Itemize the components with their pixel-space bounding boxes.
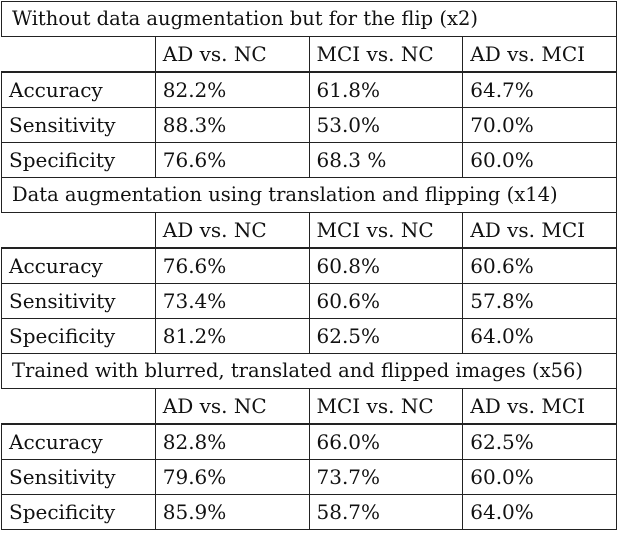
table-row: Specificity 85.9% 58.7% 64.0% (1, 494, 617, 530)
empty-header-cell (1, 36, 156, 72)
column-header: MCI vs. NC (309, 36, 464, 72)
table-cell: 76.6% (154, 142, 310, 178)
row-label: Specificity (1, 142, 156, 178)
table-cell: 64.0% (462, 318, 617, 354)
table-cell: 62.5% (309, 318, 464, 354)
row-label: Sensitivity (1, 107, 156, 143)
row-label: Sensitivity (1, 459, 156, 495)
table-row: Specificity 81.2% 62.5% 64.0% (1, 318, 617, 354)
table-row: Accuracy 76.6% 60.8% 60.6% (1, 247, 617, 284)
table-cell: 88.3% (154, 107, 310, 143)
table-cell: 53.0% (309, 107, 464, 143)
table-cell: 60.0% (462, 459, 617, 495)
table-row: Sensitivity 79.6% 73.7% 60.0% (1, 459, 617, 495)
table-cell: 73.4% (154, 283, 310, 319)
empty-header-cell (1, 388, 156, 424)
table-row: Accuracy 82.8% 66.0% 62.5% (1, 423, 617, 460)
section-title-row: Data augmentation using translation and … (1, 177, 617, 213)
table-cell: 62.5% (462, 423, 617, 460)
table-cell: 82.8% (154, 423, 310, 460)
table-cell: 60.6% (462, 247, 617, 284)
table-row: Accuracy 82.2% 61.8% 64.7% (1, 71, 617, 108)
table-cell: 64.7% (462, 71, 617, 108)
column-header: AD vs. NC (154, 36, 310, 72)
table-cell: 66.0% (309, 423, 464, 460)
row-label: Accuracy (1, 423, 156, 460)
column-header: AD vs. MCI (462, 36, 617, 72)
table-cell: 85.9% (154, 494, 310, 530)
table-cell: 60.0% (462, 142, 617, 178)
table-cell: 79.6% (154, 459, 310, 495)
column-header-row: AD vs. NC MCI vs. NC AD vs. MCI (1, 212, 617, 248)
row-label: Specificity (1, 318, 156, 354)
section-title-row: Trained with blurred, translated and fli… (1, 353, 617, 389)
column-header: AD vs. NC (154, 212, 310, 248)
table-row: Sensitivity 73.4% 60.6% 57.8% (1, 283, 617, 319)
column-header: AD vs. MCI (462, 388, 617, 424)
results-table: Without data augmentation but for the fl… (1, 1, 617, 530)
table-cell: 68.3 % (309, 142, 464, 178)
column-header: MCI vs. NC (309, 388, 464, 424)
table-cell: 60.6% (309, 283, 464, 319)
table-cell: 64.0% (462, 494, 617, 530)
row-label: Sensitivity (1, 283, 156, 319)
row-label: Specificity (1, 494, 156, 530)
section-title: Data augmentation using translation and … (1, 177, 617, 213)
row-label: Accuracy (1, 247, 156, 284)
table-cell: 61.8% (309, 71, 464, 108)
column-header-row: AD vs. NC MCI vs. NC AD vs. MCI (1, 388, 617, 424)
table-row: Specificity 76.6% 68.3 % 60.0% (1, 142, 617, 178)
empty-header-cell (1, 212, 156, 248)
section-title: Trained with blurred, translated and fli… (1, 353, 617, 389)
section-title: Without data augmentation but for the fl… (1, 1, 617, 37)
table-cell: 57.8% (462, 283, 617, 319)
table-cell: 73.7% (309, 459, 464, 495)
column-header: AD vs. NC (154, 388, 310, 424)
column-header: AD vs. MCI (462, 212, 617, 248)
table-cell: 70.0% (462, 107, 617, 143)
section-title-row: Without data augmentation but for the fl… (1, 1, 617, 37)
table-cell: 76.6% (154, 247, 310, 284)
table-cell: 81.2% (154, 318, 310, 354)
table-cell: 58.7% (309, 494, 464, 530)
table-cell: 60.8% (309, 247, 464, 284)
column-header-row: AD vs. NC MCI vs. NC AD vs. MCI (1, 36, 617, 72)
table-row: Sensitivity 88.3% 53.0% 70.0% (1, 107, 617, 143)
row-label: Accuracy (1, 71, 156, 108)
table-cell: 82.2% (154, 71, 310, 108)
column-header: MCI vs. NC (309, 212, 464, 248)
